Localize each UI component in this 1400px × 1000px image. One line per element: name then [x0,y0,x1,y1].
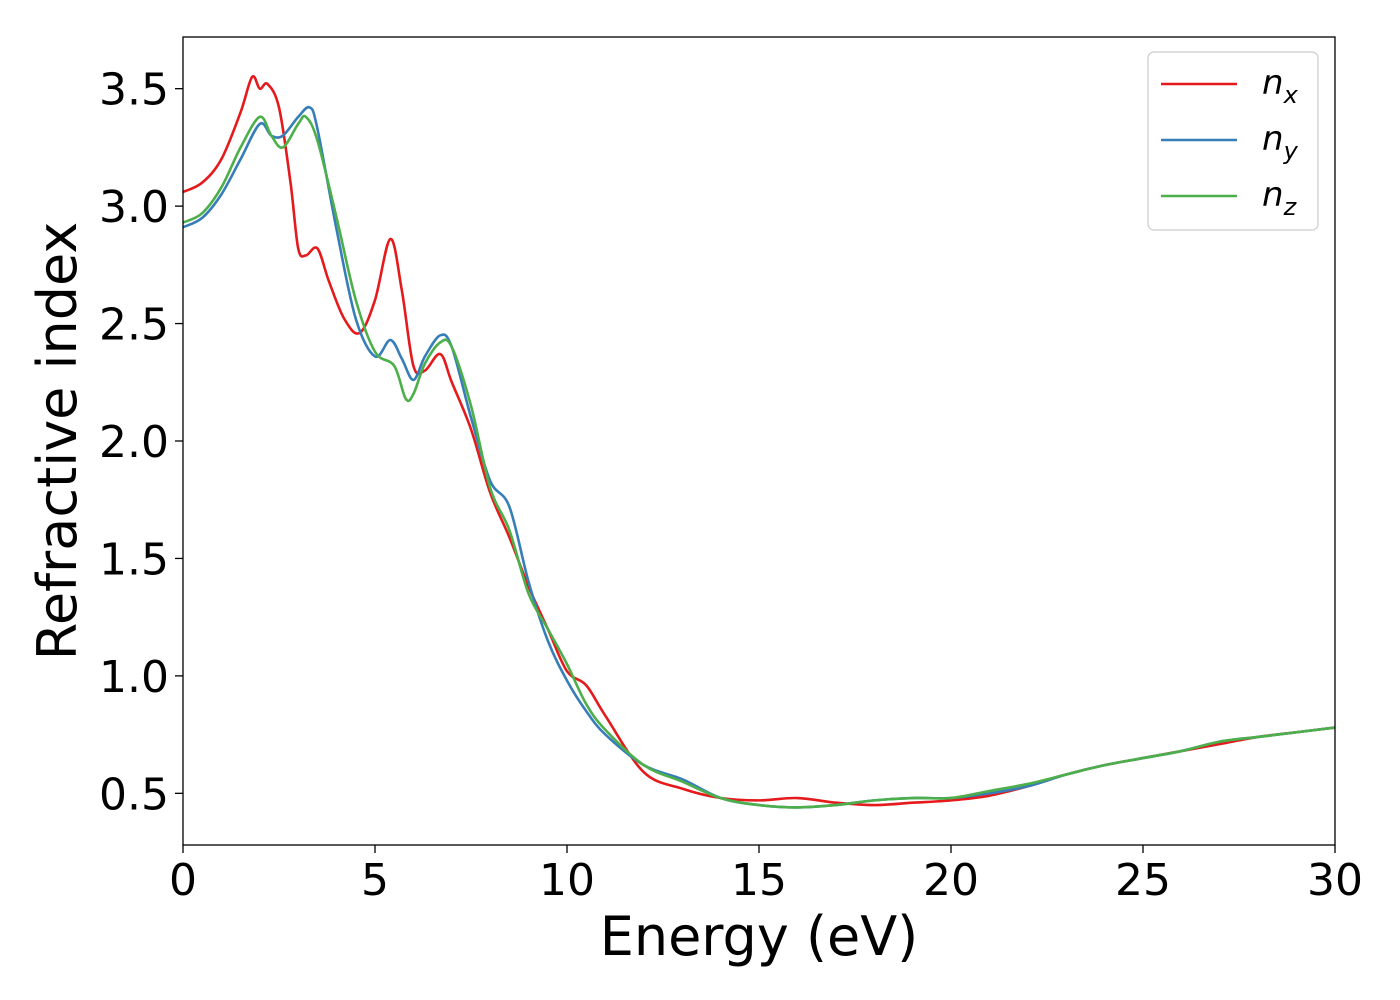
x-tick-label: 20 [923,855,979,906]
y-axis-title: Refractive index [26,222,89,661]
x-tick-label: 25 [1115,855,1171,906]
x-axis-ticks: 0 5 10 15 20 25 30 [169,845,1363,906]
x-tick-label: 15 [731,855,787,906]
x-tick-label: 10 [539,855,595,906]
y-tick-label: 0.5 [99,769,169,820]
y-tick-label: 1.0 [99,652,169,703]
y-tick-label: 2.5 [99,300,169,351]
y-tick-label: 2.0 [99,417,169,468]
x-tick-label: 5 [361,855,389,906]
x-axis-title: Energy (eV) [600,905,919,968]
series-line-y [182,105,1336,809]
series-line-z [182,114,1336,809]
y-tick-label: 1.5 [99,534,169,585]
x-tick-label: 0 [169,855,197,906]
series-layer [182,74,1336,809]
legend: nx ny nz [1147,51,1319,231]
y-tick-label: 3.5 [99,65,169,116]
y-axis-ticks: 0.5 1.0 1.5 2.0 2.5 3.0 3.5 [99,65,183,820]
x-tick-label: 30 [1307,855,1363,906]
legend-label-z: nz [1262,175,1298,221]
legend-label-y: ny [1262,119,1299,165]
legend-label-x: nx [1262,63,1299,109]
y-tick-label: 3.0 [99,182,169,233]
